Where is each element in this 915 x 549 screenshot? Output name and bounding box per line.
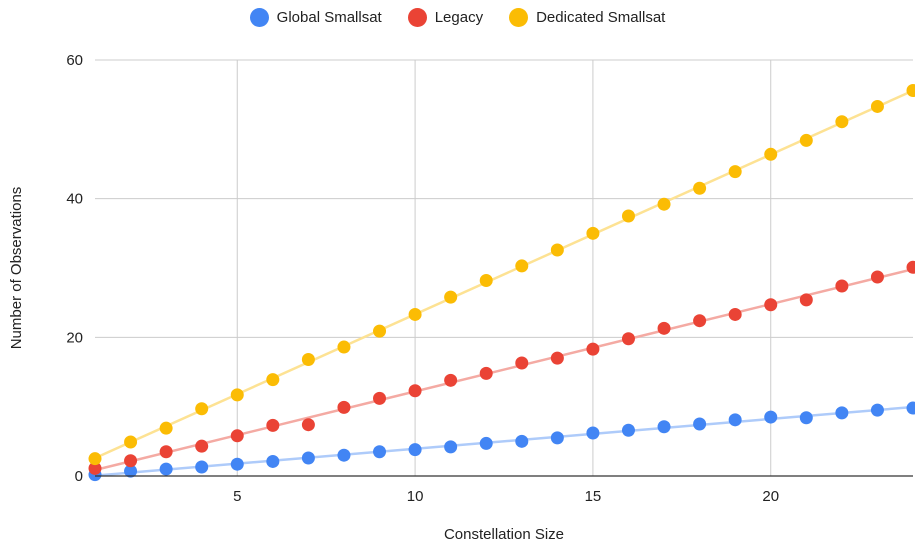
legacy-point (728, 307, 742, 321)
legacy-point (835, 279, 849, 293)
data-points (88, 84, 915, 482)
x-tick-label: 20 (762, 488, 779, 505)
legend-marker (407, 8, 427, 27)
x-tick-label: 15 (585, 488, 602, 505)
dedicated-smallsat-point (870, 99, 884, 113)
x-tick-label: 5 (233, 488, 241, 505)
dedicated-smallsat-point (159, 421, 173, 435)
legend-item: Global Smallsat (249, 8, 382, 27)
legend-item: Legacy (407, 8, 484, 27)
dedicated-smallsat-point (230, 388, 244, 402)
legacy-point (657, 321, 671, 335)
legacy-point (444, 373, 458, 387)
x-tick-label: 10 (407, 488, 424, 505)
global-smallsat-point (195, 460, 209, 474)
legacy-point (195, 439, 209, 453)
legacy-point (799, 293, 813, 307)
dedicated-smallsat-point (621, 209, 635, 223)
global-smallsat-point (799, 411, 813, 425)
trendline (94, 89, 914, 460)
dedicated-smallsat-point (728, 165, 742, 179)
global-smallsat-point (515, 434, 529, 448)
global-smallsat-point (301, 451, 315, 465)
y-tick-label: 60 (66, 52, 83, 69)
global-smallsat-point (550, 431, 564, 445)
dedicated-smallsat-point (444, 290, 458, 304)
global-smallsat-point (657, 420, 671, 434)
dedicated-smallsat-point (835, 115, 849, 129)
legacy-point (337, 400, 351, 414)
legacy-point (266, 418, 280, 432)
dedicated-smallsat-point (906, 84, 915, 98)
legend-label: Dedicated Smallsat (536, 9, 666, 26)
legacy-point (408, 384, 422, 398)
legend-item: Dedicated Smallsat (509, 8, 665, 27)
global-smallsat-point (693, 417, 707, 431)
global-smallsat-point (621, 423, 635, 437)
global-smallsat-point (337, 448, 351, 462)
legacy-point (479, 366, 493, 380)
dedicated-smallsat-point (479, 273, 493, 287)
dedicated-smallsat-point (337, 340, 351, 354)
trendline (94, 267, 914, 472)
gridlines (95, 59, 913, 476)
global-smallsat-point (870, 403, 884, 417)
global-smallsat-point (230, 457, 244, 471)
legacy-point (550, 351, 564, 365)
global-smallsat-point (408, 443, 422, 457)
y-tick-label: 20 (66, 329, 83, 346)
dedicated-smallsat-point (301, 353, 315, 367)
dedicated-smallsat-point (764, 147, 778, 161)
legacy-point (621, 332, 635, 346)
legend-marker (249, 8, 269, 27)
legacy-point (230, 429, 244, 443)
global-smallsat-point (728, 413, 742, 427)
legacy-point (870, 270, 884, 284)
dedicated-smallsat-point (88, 452, 102, 466)
dedicated-smallsat-point (586, 226, 600, 240)
legacy-point (693, 314, 707, 328)
legacy-point (906, 260, 915, 274)
legend-marker (509, 8, 529, 27)
global-smallsat-point (159, 462, 173, 476)
global-smallsat-point (444, 440, 458, 454)
axes: 0 20 40 60 5 10 15 20 (66, 52, 913, 505)
dedicated-smallsat-point (373, 324, 387, 338)
trendline (94, 405, 914, 477)
legacy-point (301, 418, 315, 432)
dedicated-smallsat-point (550, 243, 564, 257)
y-tick-label: 0 (75, 468, 83, 485)
legacy-point (88, 461, 102, 475)
dedicated-smallsat-point (799, 133, 813, 147)
dedicated-smallsat-point (693, 181, 707, 195)
legend-label: Global Smallsat (276, 9, 382, 26)
dedicated-smallsat-point (515, 259, 529, 273)
legend: Global Smallsat Legacy Dedicated Smallsat (0, 8, 915, 27)
legacy-point (373, 391, 387, 405)
global-smallsat-point (835, 406, 849, 420)
dedicated-smallsat-point (408, 307, 422, 321)
x-axis-title: Constellation Size (444, 526, 564, 543)
dedicated-smallsat-point (124, 435, 138, 449)
trendlines (94, 89, 914, 477)
global-smallsat-point (266, 454, 280, 468)
legacy-point (515, 356, 529, 370)
global-smallsat-point (124, 464, 138, 478)
dedicated-smallsat-point (266, 373, 280, 387)
global-smallsat-point (586, 426, 600, 440)
global-smallsat-point (906, 401, 915, 415)
legacy-point (586, 342, 600, 356)
legacy-point (159, 445, 173, 459)
y-tick-label: 40 (66, 191, 83, 208)
y-axis-title: Number of Observations (8, 187, 25, 350)
global-smallsat-point (373, 445, 387, 459)
legacy-point (124, 454, 138, 468)
legacy-point (764, 298, 778, 312)
global-smallsat-point (479, 436, 493, 450)
dedicated-smallsat-point (195, 402, 209, 416)
legend-label: Legacy (434, 9, 484, 26)
dedicated-smallsat-point (657, 197, 671, 211)
global-smallsat-point (764, 410, 778, 424)
